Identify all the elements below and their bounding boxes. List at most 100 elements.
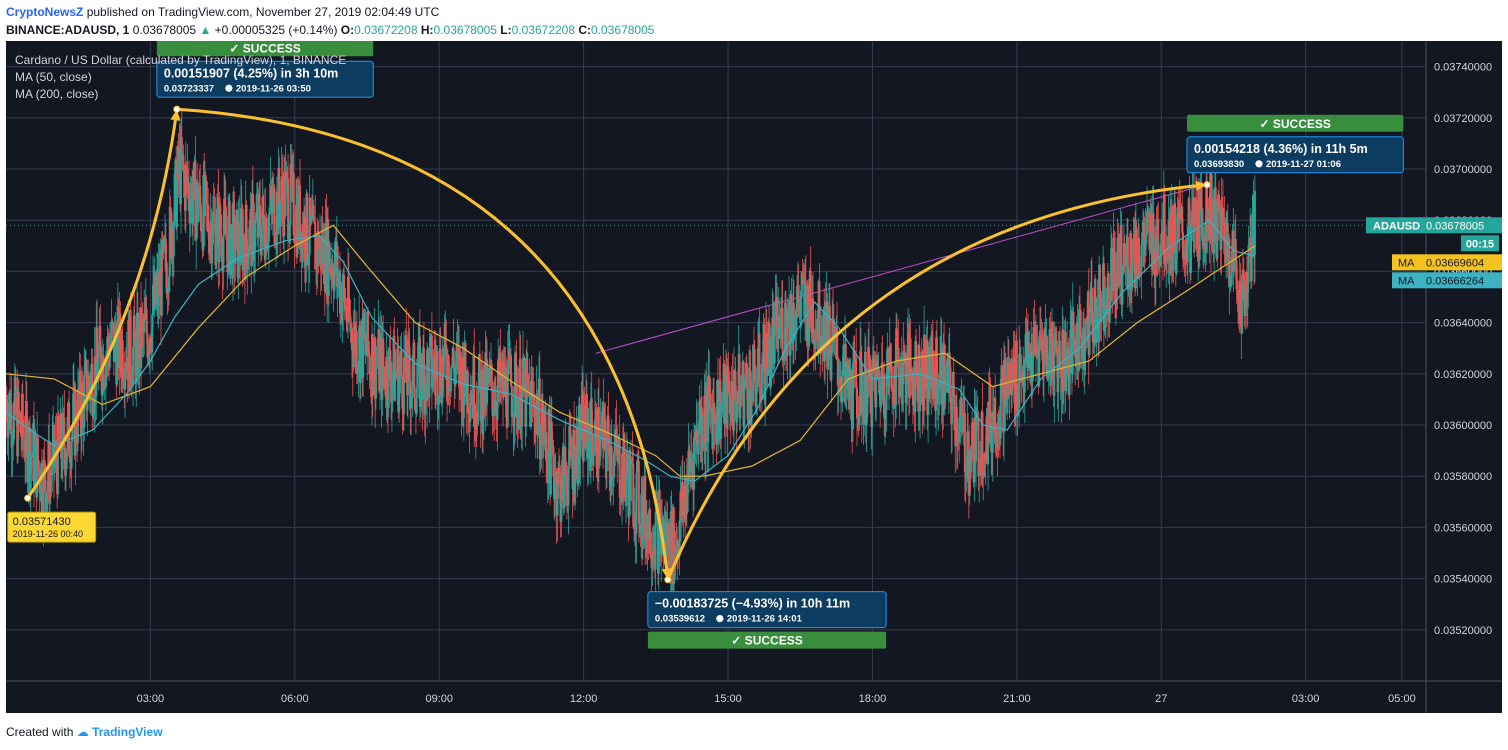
candle-body <box>1008 378 1011 395</box>
candle-body <box>883 374 886 419</box>
candle-body <box>135 331 138 384</box>
ma-price-tag <box>1392 272 1502 289</box>
candle-body <box>179 137 182 204</box>
candle-body <box>901 384 904 404</box>
candle-body <box>1022 369 1025 385</box>
candle-body <box>1213 206 1216 254</box>
candle-body <box>199 204 202 231</box>
chart-frame[interactable]: 0.00151907 (4.25%) in 3h 10m 0.03723337 20… <box>5 39 1502 713</box>
candle-body <box>1050 340 1053 386</box>
candle-body <box>1239 281 1242 325</box>
measure-boxes[interactable]: 0.00151907 (4.25%) in 3h 10m 0.03723337 20… <box>7 39 1404 649</box>
last-price: 0.03678005 <box>132 23 197 37</box>
candle-body <box>398 366 401 376</box>
candle-body <box>748 367 751 424</box>
measure-arc[interactable] <box>666 183 1208 581</box>
time-axis[interactable]: 03:00 06:00 09:00 12:00 15:00 18:00 21:00 27 03:… <box>6 680 1502 705</box>
candle-body <box>391 373 394 385</box>
candle-body <box>948 352 951 368</box>
candle-body <box>154 272 157 305</box>
footer: Created with ☁ TradingView <box>6 725 163 739</box>
candle-body <box>240 208 243 222</box>
candle-body <box>1051 322 1054 380</box>
measure-point[interactable] <box>1203 181 1211 189</box>
candle-body <box>704 404 707 452</box>
candle-body <box>357 364 360 370</box>
measure-arc[interactable] <box>26 109 179 499</box>
candle-body <box>1251 212 1254 258</box>
candle-body <box>72 393 75 428</box>
candle-body <box>1103 302 1106 331</box>
candle-body <box>767 322 770 376</box>
candle-body <box>1182 232 1185 260</box>
candle-body <box>918 344 921 412</box>
candle-body <box>557 468 560 472</box>
candle-body <box>1074 337 1077 358</box>
ma-price-tag-name: MA <box>1398 257 1415 269</box>
candle-body <box>86 400 89 411</box>
candle-body <box>983 454 986 477</box>
candle-body <box>444 323 447 345</box>
candle-body <box>915 365 918 370</box>
publish-header: CryptoNewsZ published on TradingView.com… <box>6 5 439 19</box>
candle-body <box>569 434 572 458</box>
candle-body <box>850 370 853 421</box>
candle-body <box>545 460 548 462</box>
candle-body <box>45 493 48 513</box>
candle-body <box>199 184 202 205</box>
measure-arrows[interactable] <box>24 105 1211 584</box>
candle-body <box>402 357 405 414</box>
candle-body <box>1144 238 1147 256</box>
candle-body <box>436 351 439 405</box>
candle-body <box>790 294 793 329</box>
candle-body <box>765 332 768 368</box>
candle-body <box>1078 309 1081 311</box>
candle-body <box>99 326 102 347</box>
candle-body <box>1003 360 1006 433</box>
measure-point[interactable] <box>173 105 181 113</box>
candle-body <box>875 360 878 362</box>
candle-body <box>382 338 385 367</box>
candle-body <box>953 394 956 431</box>
candle-body <box>556 498 559 516</box>
candle-body <box>333 262 336 292</box>
measure-arc[interactable] <box>176 107 670 580</box>
candle-body <box>552 446 555 477</box>
candle-body <box>56 415 59 495</box>
price-chart[interactable]: 0.00151907 (4.25%) in 3h 10m 0.03723337 20… <box>5 39 1502 713</box>
candle-body <box>921 351 924 405</box>
ma50-line <box>5 219 1256 482</box>
measure-point[interactable] <box>24 494 32 502</box>
candle-body <box>540 424 543 459</box>
candle-body <box>1177 207 1180 213</box>
ma200-line <box>5 224 1256 477</box>
arrow-head-icon <box>661 568 672 580</box>
candle-body <box>1041 339 1044 361</box>
trend-line[interactable] <box>595 183 1208 354</box>
published-text: published on TradingView.com, November 2… <box>86 5 440 19</box>
measure-point[interactable] <box>664 576 672 584</box>
candle-body <box>600 425 603 428</box>
candle-body <box>537 413 540 435</box>
candle-body <box>631 458 634 465</box>
candle-body <box>1242 277 1245 301</box>
candle-body <box>289 164 292 226</box>
author-link[interactable]: CryptoNewsZ <box>6 5 84 19</box>
candle-body <box>119 313 122 354</box>
candle-body <box>638 523 641 532</box>
candle-body <box>736 392 739 405</box>
candle-body <box>539 458 542 460</box>
candle-body <box>429 337 432 348</box>
y-tick-label: 0.03560000 <box>1434 522 1492 534</box>
candle-body <box>1163 194 1166 264</box>
candle-body <box>96 327 99 361</box>
candle-body <box>827 354 830 370</box>
candle-body <box>945 365 948 367</box>
candle-body <box>994 397 997 440</box>
candle-body <box>211 244 214 264</box>
candle-body <box>1233 258 1236 272</box>
candle-body <box>602 406 605 449</box>
tradingview-link[interactable]: TradingView <box>92 725 163 739</box>
candle-body <box>1235 260 1238 289</box>
candle-body <box>585 394 588 448</box>
